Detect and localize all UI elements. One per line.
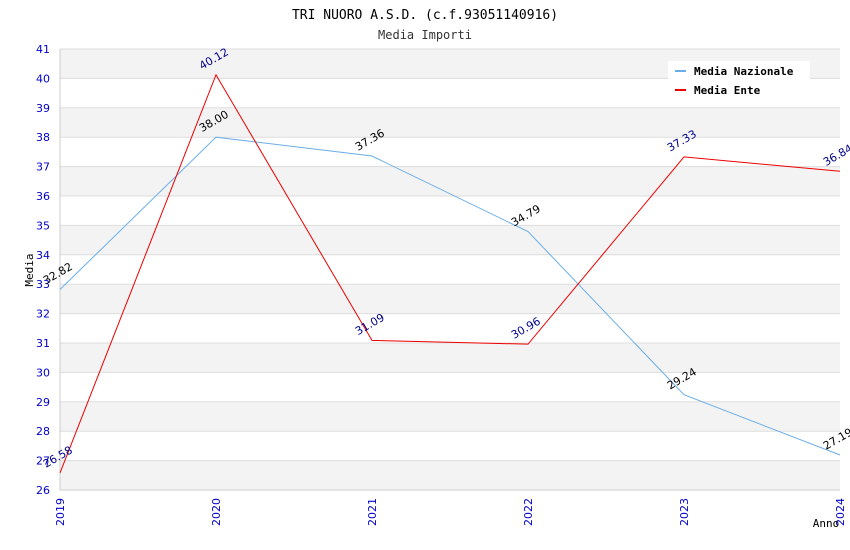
grid-band	[60, 107, 840, 138]
x-tick-label: 2020	[210, 498, 223, 526]
y-tick-label: 30	[36, 366, 50, 379]
x-tick-label: 2024	[834, 498, 847, 526]
y-axis-label: Media	[23, 253, 36, 286]
y-tick-label: 28	[36, 425, 50, 438]
legend-label: Media Ente	[694, 84, 761, 97]
data-label: 36.84	[821, 142, 850, 169]
legend: Media Nazionale Media Ente	[668, 61, 810, 101]
y-tick-label: 29	[36, 396, 50, 409]
x-axis-ticks: 2019 2020 2021 2022 2023 2024	[54, 498, 847, 526]
y-tick-label: 41	[36, 43, 50, 56]
x-tick-label: 2023	[678, 498, 691, 526]
grid-bands	[60, 48, 840, 491]
y-tick-label: 38	[36, 131, 50, 144]
series-line	[59, 73, 841, 474]
legend-label: Media Nazionale	[694, 65, 794, 78]
y-tick-label: 32	[36, 308, 50, 321]
y-tick-label: 26	[36, 484, 50, 497]
y-tick-label: 33	[36, 278, 50, 291]
grid-band	[60, 166, 840, 196]
y-tick-label: 35	[36, 219, 50, 232]
series-line	[59, 136, 841, 456]
x-tick-label: 2022	[522, 498, 535, 526]
grid-band	[60, 343, 840, 373]
grid-band	[60, 284, 840, 314]
y-tick-label: 39	[36, 102, 50, 115]
chart-subtitle: Media Importi	[378, 28, 472, 42]
chart-title: TRI NUORO A.S.D. (c.f.93051140916)	[292, 8, 558, 23]
legend-box	[668, 61, 810, 101]
y-tick-label: 36	[36, 190, 50, 203]
y-tick-label: 31	[36, 337, 50, 350]
x-tick-label: 2021	[366, 498, 379, 526]
data-label: 32.82	[41, 260, 75, 287]
y-tick-label: 40	[36, 72, 50, 85]
grid-band	[60, 225, 840, 255]
x-tick-label: 2019	[54, 498, 67, 526]
y-tick-label: 34	[36, 249, 50, 262]
grid-band	[60, 401, 840, 432]
y-axis-ticks: 26 27 28 29 30 31 32 33 34 35 36 37 38 39 40 41	[36, 43, 50, 497]
data-label: 31.09	[353, 311, 387, 338]
data-label: 30.96	[509, 315, 543, 342]
x-axis-label: Anno	[813, 517, 840, 530]
series-lines	[59, 73, 841, 474]
y-tick-label: 27	[36, 455, 50, 468]
y-tick-label: 37	[36, 161, 50, 174]
grid-band	[60, 460, 840, 490]
